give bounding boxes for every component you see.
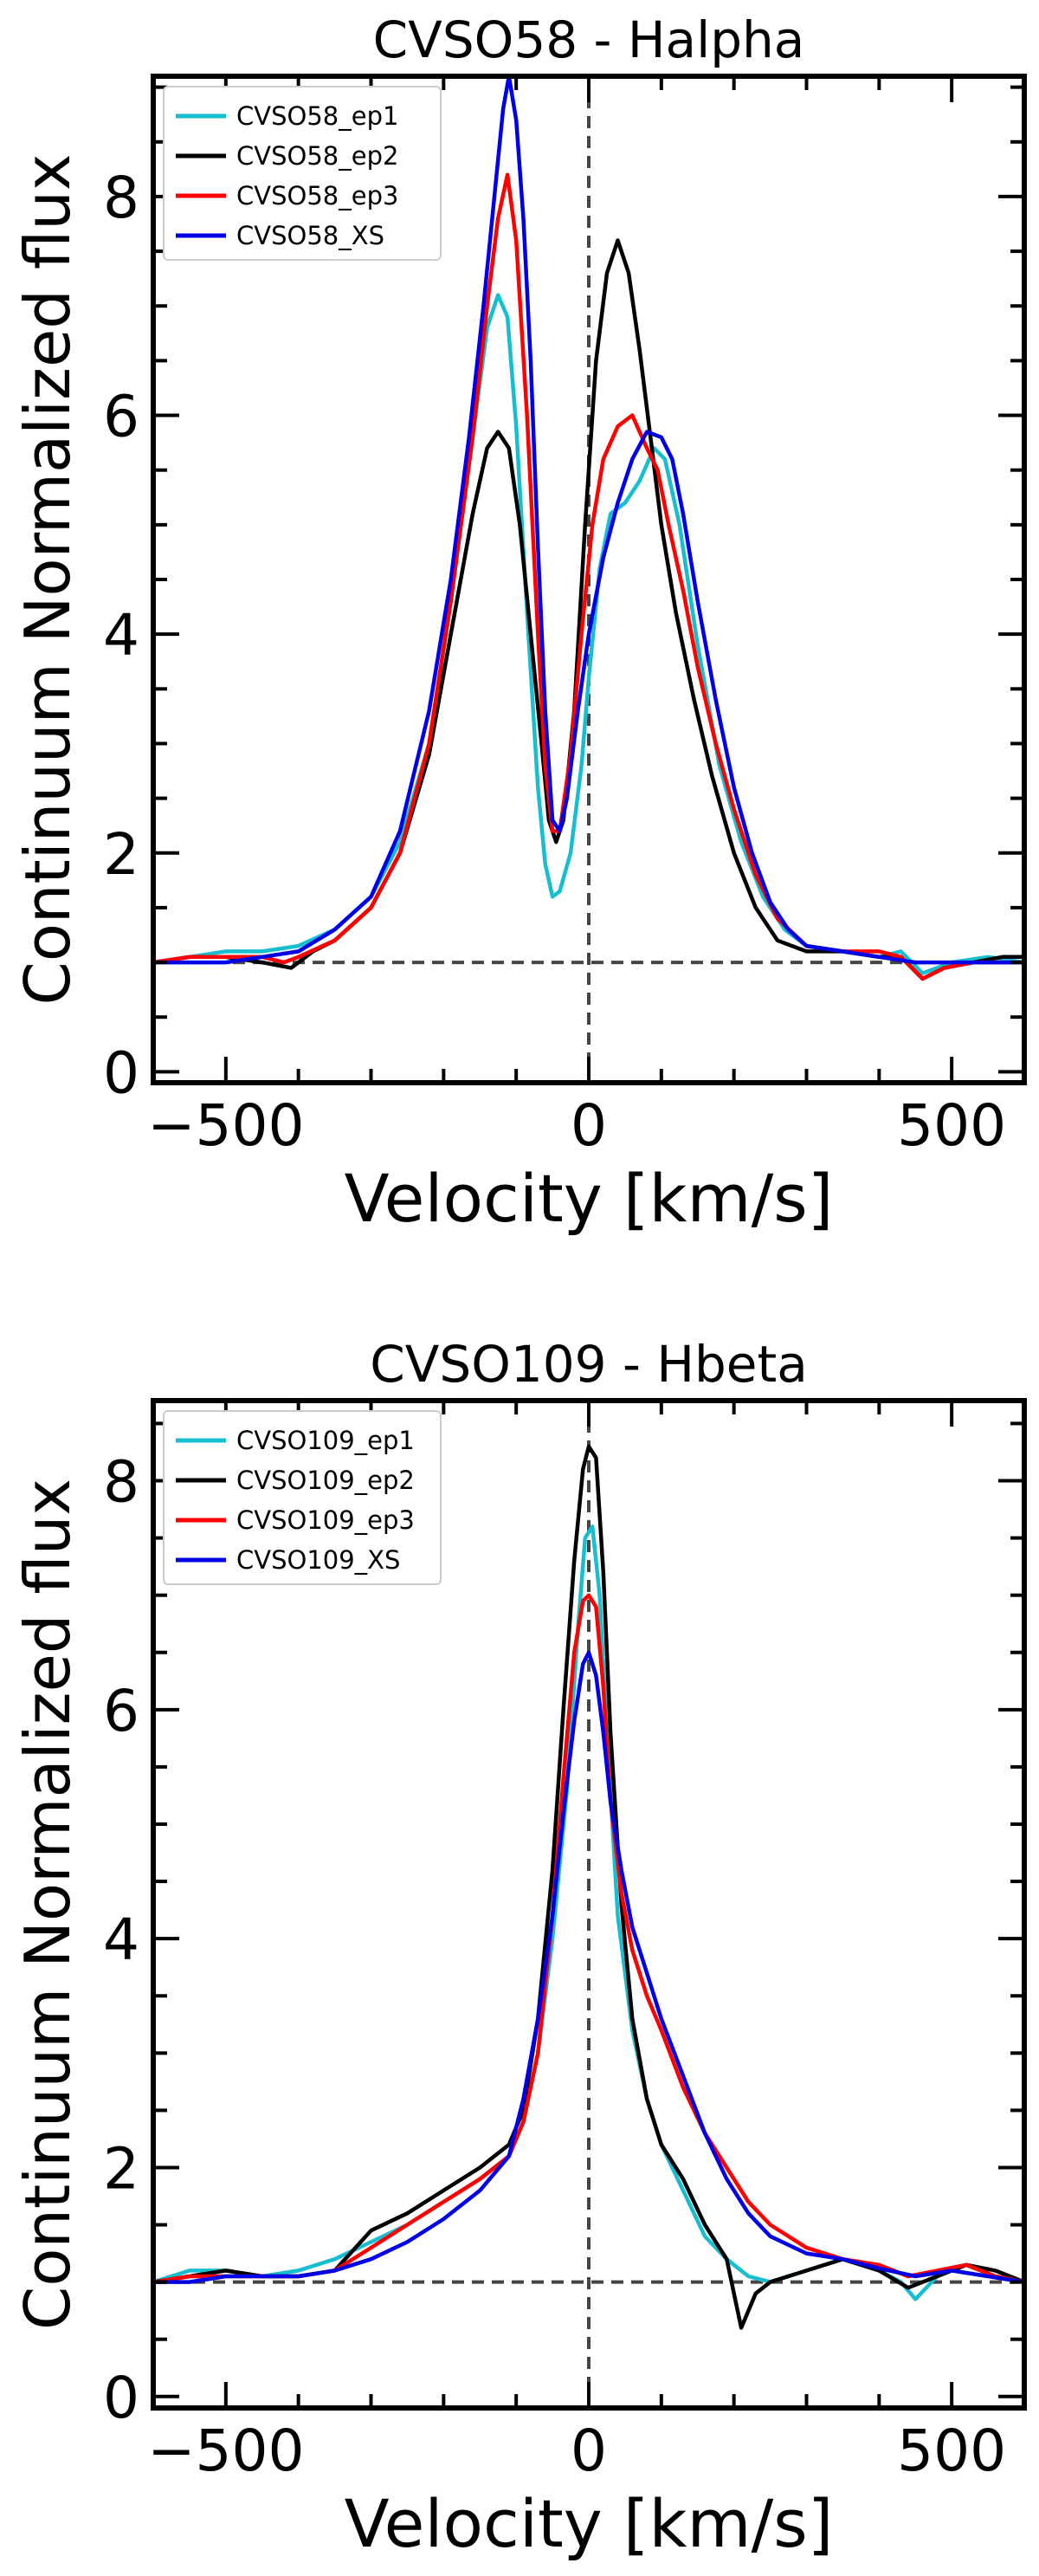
x-axis-label: Velocity [km/s] [345,2485,834,2562]
y-tick-label: 6 [103,1678,139,1744]
y-tick-label: 8 [103,1449,139,1516]
legend-entry-label: CVSO109_ep2 [236,1466,415,1495]
y-tick-label: 4 [103,1906,139,1973]
series-line-cvso109-xs [153,1650,1024,2284]
legend-entry-label: CVSO109_ep3 [236,1505,415,1535]
y-axis-label: Continuum Normalized flux [11,154,84,1006]
y-axis-label: Continuum Normalized flux [11,1479,84,2330]
x-axis-label: Velocity [km/s] [345,1160,834,1237]
legend-box [163,86,442,261]
y-tick-label: 4 [103,602,139,669]
y-tick-label: 8 [103,165,139,231]
x-tick-label: −500 [147,1092,304,1159]
y-tick-label: 0 [103,1039,139,1106]
y-tick-label: 6 [103,384,139,450]
series-group [153,76,1024,981]
series-line-cvso58-xs [153,76,1024,965]
legend-entry-label: CVSO58_XS [236,221,384,250]
legend-entry-label: CVSO58_ep2 [236,141,398,171]
series-line-cvso109-ep2 [153,1444,1024,2330]
legend-box [163,1410,442,1585]
legend-entry-label: CVSO58_ep1 [236,101,398,131]
legend-entry-label: CVSO109_ep1 [236,1426,415,1455]
y-tick-label: 0 [103,2365,139,2431]
chart-title-halpha: CVSO58 - Halpha [373,10,805,69]
legend-entry-label: CVSO58_ep3 [236,181,398,210]
y-tick-label: 2 [103,821,139,888]
x-tick-label: 500 [897,1092,1006,1159]
series-line-cvso58-ep2 [153,238,1024,981]
x-tick-label: 0 [571,1092,607,1159]
series-group [153,1444,1024,2330]
chart-title-hbeta: CVSO109 - Hbeta [370,1335,808,1394]
legend-entry-label: CVSO109_XS [236,1545,400,1575]
x-tick-label: −500 [147,2417,304,2484]
x-tick-label: 0 [571,2417,607,2484]
y-tick-label: 2 [103,2135,139,2202]
x-tick-label: 500 [897,2417,1006,2484]
